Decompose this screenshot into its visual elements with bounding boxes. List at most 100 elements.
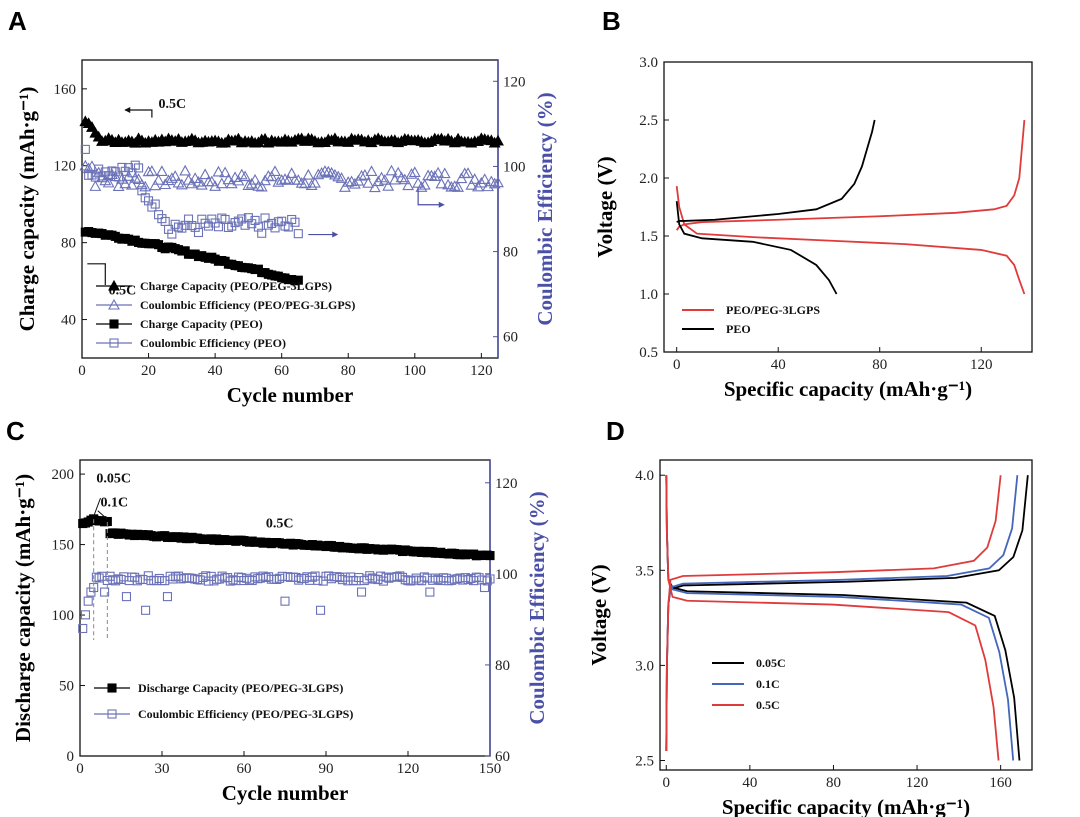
ce-peg-point — [252, 180, 265, 191]
panel-d-ytick-label: 3.0 — [635, 658, 654, 674]
ce-point — [277, 571, 287, 581]
ce-peg-point — [472, 180, 484, 192]
ce-peo-point-shape — [217, 213, 227, 223]
ce-point-shape — [280, 596, 290, 606]
panel-c-ylabel: Discharge capacity (mAh·g⁻¹) — [11, 474, 35, 742]
panel-c-xtick-label: 60 — [237, 761, 252, 777]
ce-peo-point-shape — [130, 160, 140, 170]
panel-a-ytick-label: 80 — [61, 236, 76, 252]
panel-b-legend-label: PEO/PEG-3LGPS — [726, 303, 820, 317]
ce-peg-point — [432, 166, 445, 178]
ce-peg-point-shape — [179, 164, 192, 176]
ce-peg-point-shape — [492, 176, 504, 188]
ce-peg-point-shape — [89, 180, 102, 191]
panel-a-y2tick-label: 80 — [503, 245, 518, 261]
ce-peg-point — [382, 180, 395, 191]
ce-peg-point-shape — [269, 165, 281, 176]
ce-peg-point — [415, 181, 428, 192]
panel-b-legend-label: PEO — [726, 322, 751, 336]
panel-a-ytick-label: 160 — [54, 82, 77, 98]
ce-peg-point — [405, 168, 418, 179]
ce-peg-point — [235, 168, 248, 180]
ce-peg-point-shape — [408, 166, 421, 178]
panel-b-xtick-label: 0 — [673, 357, 681, 373]
panel-b-ytick-label: 3.0 — [639, 55, 658, 71]
panel-a-xtick-label: 20 — [141, 363, 156, 379]
panel-b-ytick-label: 2.0 — [639, 171, 658, 187]
ce-peo-point — [287, 214, 297, 225]
ce-peg-point — [378, 174, 391, 185]
panel-a-arrowhead-peg — [124, 106, 131, 113]
panel-c-legend-marker — [107, 683, 117, 693]
ce-peo-point — [253, 222, 263, 232]
panel-d-frame — [659, 459, 1033, 771]
ce-peg-point-shape — [239, 170, 252, 182]
ce-point — [356, 587, 367, 597]
ce-peo-point — [243, 213, 253, 223]
ce-point — [471, 572, 481, 582]
ce-peg-point-shape — [302, 168, 315, 180]
ce-point-shape — [80, 610, 91, 620]
panel-a-legend-label: Coulombic Efficiency (PEO/PEG-3LGPS) — [140, 298, 355, 312]
ce-peg-point-shape — [285, 167, 298, 178]
ce-point — [91, 572, 101, 582]
ce-peg-point-shape — [255, 180, 268, 192]
ce-point — [441, 573, 451, 583]
ce-peo-point — [163, 224, 174, 234]
ce-peg-point — [205, 175, 218, 187]
ce-point-shape — [348, 575, 358, 585]
ce-peg-point — [475, 176, 488, 188]
ce-point — [113, 574, 123, 584]
ce-point-shape — [425, 587, 435, 597]
ce-peg-point-shape — [365, 165, 378, 176]
panel-b-frame — [663, 61, 1033, 353]
ce-peg-point — [418, 178, 431, 190]
panel-d-ylabel: Voltage (V) — [587, 564, 611, 665]
ce-peg-point — [159, 178, 172, 190]
ce-peg-point-shape — [102, 176, 115, 188]
ce-peo-point-shape — [203, 221, 214, 231]
ce-point-shape — [146, 576, 156, 586]
ce-point — [209, 576, 219, 586]
ce-peg-point — [239, 170, 252, 182]
ce-peo-point — [144, 196, 154, 206]
panel-a-xtick-label: 60 — [274, 363, 289, 379]
ce-peo-point — [177, 223, 187, 233]
ce-point — [217, 571, 227, 581]
ce-peo-point-shape — [270, 223, 280, 233]
ce-peg-point — [398, 173, 411, 185]
ce-point-shape — [414, 575, 424, 585]
ce-peg-point-shape — [292, 174, 305, 185]
ce-peg-point-shape — [245, 177, 258, 189]
ce-peo-point — [263, 220, 273, 230]
ce-peg-point-shape — [362, 177, 375, 188]
panel-d-xtick-label: 0 — [663, 775, 671, 791]
ce-point-shape — [121, 592, 132, 602]
panel-a-y2tick-label: 100 — [503, 159, 526, 175]
ce-peg-point-shape — [119, 177, 132, 189]
ce-point — [479, 582, 490, 593]
panel-d-ytick-label: 4.0 — [635, 468, 654, 484]
panel-a-xlabel: Cycle number — [227, 383, 354, 407]
cap-peg-point — [492, 134, 504, 146]
ce-peo-point-shape — [213, 222, 223, 232]
panel-b-xtick-label: 120 — [970, 357, 993, 373]
ce-point — [162, 592, 173, 602]
ce-peg-point-shape — [235, 168, 248, 180]
ce-peg-point — [435, 177, 448, 189]
ce-peg-point-shape — [462, 167, 474, 178]
ce-peo-point — [150, 199, 160, 209]
ce-peo-point — [124, 163, 134, 173]
panel-d-legend-label: 0.1C — [756, 677, 780, 691]
ce-peg-point — [185, 177, 198, 189]
ce-point — [411, 573, 421, 583]
ce-point — [154, 573, 164, 584]
ce-peg-point — [372, 175, 385, 187]
ce-point — [280, 596, 290, 606]
panel-a-legend-label: Coulombic Efficiency (PEO) — [140, 336, 286, 350]
ce-peo-point-shape — [147, 202, 157, 212]
ce-peg-point-shape — [368, 181, 381, 193]
ce-peo-point — [114, 172, 124, 182]
ce-peo-point — [247, 219, 257, 229]
ce-point — [414, 575, 424, 585]
